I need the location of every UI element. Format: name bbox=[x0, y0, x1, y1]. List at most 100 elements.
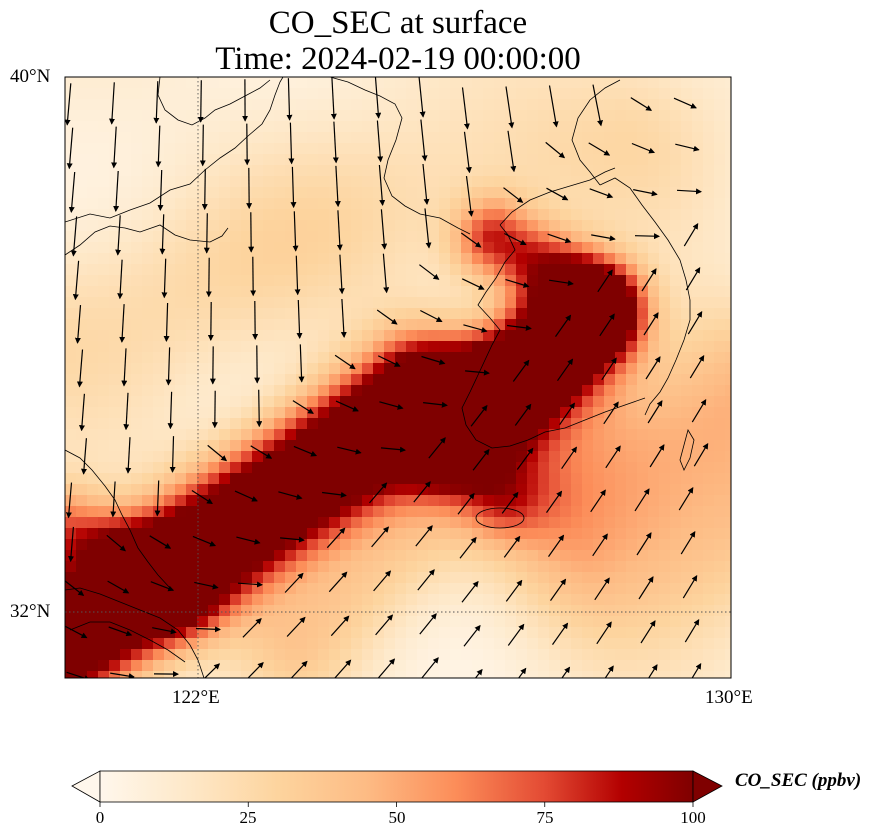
concentration-cell bbox=[164, 286, 176, 298]
concentration-cell bbox=[296, 671, 308, 678]
concentration-cell bbox=[483, 264, 495, 276]
concentration-cell bbox=[681, 220, 693, 232]
concentration-cell bbox=[296, 242, 308, 254]
concentration-cell bbox=[131, 352, 143, 364]
concentration-cell bbox=[538, 440, 550, 452]
concentration-cell bbox=[285, 308, 297, 320]
concentration-cell bbox=[120, 440, 132, 452]
concentration-cell bbox=[659, 407, 671, 419]
concentration-cell bbox=[615, 264, 627, 276]
concentration-cell bbox=[186, 363, 198, 375]
concentration-cell bbox=[604, 165, 616, 177]
concentration-cell bbox=[241, 198, 253, 210]
wind-arrow bbox=[552, 622, 569, 645]
concentration-cell bbox=[494, 638, 506, 650]
concentration-cell bbox=[406, 616, 418, 628]
concentration-cell bbox=[285, 506, 297, 518]
concentration-cell bbox=[65, 385, 77, 397]
concentration-cell bbox=[461, 616, 473, 628]
concentration-cell bbox=[274, 253, 286, 265]
concentration-cell bbox=[285, 649, 297, 661]
concentration-cell bbox=[340, 605, 352, 617]
concentration-cell bbox=[76, 77, 88, 89]
concentration-cell bbox=[362, 561, 374, 573]
concentration-cell bbox=[483, 297, 495, 309]
concentration-cell bbox=[450, 594, 462, 606]
concentration-cell bbox=[197, 407, 209, 419]
concentration-cell bbox=[76, 506, 88, 518]
wind-arrow bbox=[332, 121, 339, 164]
concentration-cell bbox=[153, 231, 165, 243]
concentration-cell bbox=[362, 605, 374, 617]
concentration-cell bbox=[87, 429, 99, 441]
concentration-cell bbox=[461, 110, 473, 122]
concentration-cell bbox=[395, 462, 407, 474]
concentration-cell bbox=[241, 77, 253, 89]
concentration-cell bbox=[164, 187, 176, 199]
wind-arrow bbox=[474, 668, 483, 678]
concentration-cell bbox=[164, 462, 176, 474]
concentration-cell bbox=[285, 539, 297, 551]
concentration-cell bbox=[560, 539, 572, 551]
concentration-cell bbox=[428, 187, 440, 199]
concentration-cell bbox=[505, 550, 517, 562]
concentration-cell bbox=[604, 429, 616, 441]
concentration-cell bbox=[197, 462, 209, 474]
concentration-cell bbox=[164, 407, 176, 419]
concentration-cell bbox=[406, 506, 418, 518]
concentration-cell bbox=[461, 264, 473, 276]
concentration-cell bbox=[230, 198, 242, 210]
concentration-cell bbox=[582, 176, 594, 188]
concentration-cell bbox=[252, 275, 264, 287]
concentration-cell bbox=[549, 451, 561, 463]
concentration-cell bbox=[318, 143, 330, 155]
concentration-cell bbox=[604, 132, 616, 144]
wind-arrow bbox=[149, 535, 172, 549]
concentration-cell bbox=[351, 550, 363, 562]
concentration-cell bbox=[230, 352, 242, 364]
concentration-cell bbox=[483, 275, 495, 287]
concentration-cell bbox=[98, 418, 110, 430]
concentration-cell bbox=[307, 275, 319, 287]
concentration-cell bbox=[549, 253, 561, 265]
concentration-cell bbox=[285, 550, 297, 562]
wind-arrow bbox=[687, 311, 703, 335]
concentration-cell bbox=[87, 374, 99, 386]
concentration-cell bbox=[461, 528, 473, 540]
concentration-cell bbox=[87, 517, 99, 529]
concentration-cell bbox=[428, 198, 440, 210]
concentration-cell bbox=[98, 319, 110, 331]
concentration-cell bbox=[703, 627, 715, 639]
concentration-cell bbox=[406, 165, 418, 177]
concentration-cell bbox=[98, 605, 110, 617]
concentration-cell bbox=[417, 363, 429, 375]
map-frame bbox=[64, 76, 732, 679]
concentration-cell bbox=[274, 352, 286, 364]
concentration-cell bbox=[252, 627, 264, 639]
concentration-cell bbox=[725, 341, 731, 353]
concentration-cell bbox=[351, 561, 363, 573]
concentration-cell bbox=[230, 121, 242, 133]
concentration-cell bbox=[571, 198, 583, 210]
concentration-cell bbox=[142, 264, 154, 276]
concentration-cell bbox=[175, 77, 187, 89]
concentration-cell bbox=[307, 451, 319, 463]
concentration-cell bbox=[384, 627, 396, 639]
concentration-cell bbox=[197, 330, 209, 342]
concentration-cell bbox=[593, 572, 605, 584]
concentration-cell bbox=[692, 330, 704, 342]
concentration-cell bbox=[692, 319, 704, 331]
concentration-cell bbox=[109, 209, 121, 221]
concentration-cell bbox=[582, 396, 594, 408]
concentration-cell bbox=[109, 418, 121, 430]
concentration-cell bbox=[593, 374, 605, 386]
concentration-cell bbox=[527, 627, 539, 639]
concentration-cell bbox=[637, 462, 649, 474]
concentration-cell bbox=[219, 121, 231, 133]
concentration-cell bbox=[659, 506, 671, 518]
concentration-cell bbox=[131, 88, 143, 100]
concentration-cell bbox=[681, 495, 693, 507]
concentration-cell bbox=[120, 308, 132, 320]
concentration-cell bbox=[626, 429, 638, 441]
concentration-cell bbox=[186, 99, 198, 111]
